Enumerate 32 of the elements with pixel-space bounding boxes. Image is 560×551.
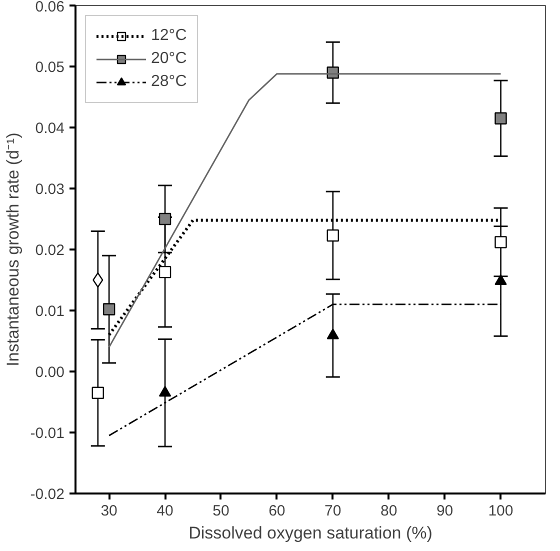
y-tick-label: 0.01	[35, 303, 65, 320]
x-tick-label: 90	[436, 502, 454, 520]
point	[92, 386, 104, 399]
y-tick-label: 0.06	[35, 0, 65, 16]
legend-label: 28°C	[151, 73, 187, 91]
y-tick-label: -0.02	[30, 486, 65, 503]
x-tick-label: 30	[100, 502, 118, 520]
y-tick-label: 0.04	[35, 120, 65, 137]
x-tick-label: 60	[268, 502, 286, 520]
y-tick-label: 0.00	[35, 364, 65, 381]
x-tick-label: 80	[380, 502, 398, 520]
point	[494, 236, 507, 248]
x-tick-label: 50	[212, 502, 230, 520]
point	[494, 274, 507, 285]
y-tick-label: -0.01	[30, 425, 65, 442]
point	[158, 212, 172, 226]
y-tick-label: 0.05	[35, 59, 65, 76]
x-tick-label: 40	[156, 502, 174, 520]
legend-label: 12°C	[151, 27, 187, 45]
point	[158, 386, 172, 397]
x-tick-label: 70	[324, 502, 342, 520]
x-tick-label: 100	[488, 502, 514, 520]
point	[326, 229, 339, 242]
point	[326, 328, 339, 340]
y-tick-label: 0.03	[35, 181, 65, 198]
legend-label: 20°C	[151, 50, 187, 68]
y-axis-title: Instantaneous growth rate (d⁻¹)	[3, 132, 22, 366]
y-tick-label: 0.02	[35, 242, 65, 259]
x-axis-title: Dissolved oxygen saturation (%)	[188, 524, 432, 542]
point	[102, 303, 116, 316]
point	[494, 112, 507, 124]
point	[158, 266, 172, 278]
